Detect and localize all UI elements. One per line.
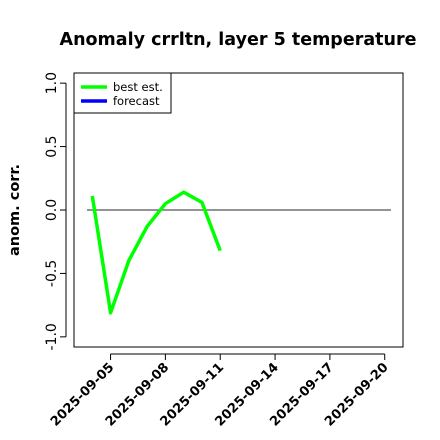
y-tick-label: -1.0 [44,323,60,350]
legend-box [73,72,172,114]
legend-label: best est. [113,80,163,94]
chart-title: Anomaly crrltn, layer 5 temperature [60,30,417,50]
y-tick-label: -0.5 [44,260,60,287]
x-axis: 2025-09-052025-09-082025-09-112025-09-14… [48,353,392,430]
y-tick-label: 0.5 [44,135,60,157]
series-group [90,190,222,315]
y-tick-label: 1.0 [44,72,60,94]
series-line-0 [90,190,222,315]
legend-label: forecast [113,94,160,108]
legend: best est.forecast [73,72,172,114]
y-axis: -1.0 -0.5 0.0 0.5 1.0 [44,72,67,351]
y-axis-label: anom. corr. [7,164,23,256]
plot-frame [73,72,404,348]
y-tick-label: 0.0 [44,199,60,221]
